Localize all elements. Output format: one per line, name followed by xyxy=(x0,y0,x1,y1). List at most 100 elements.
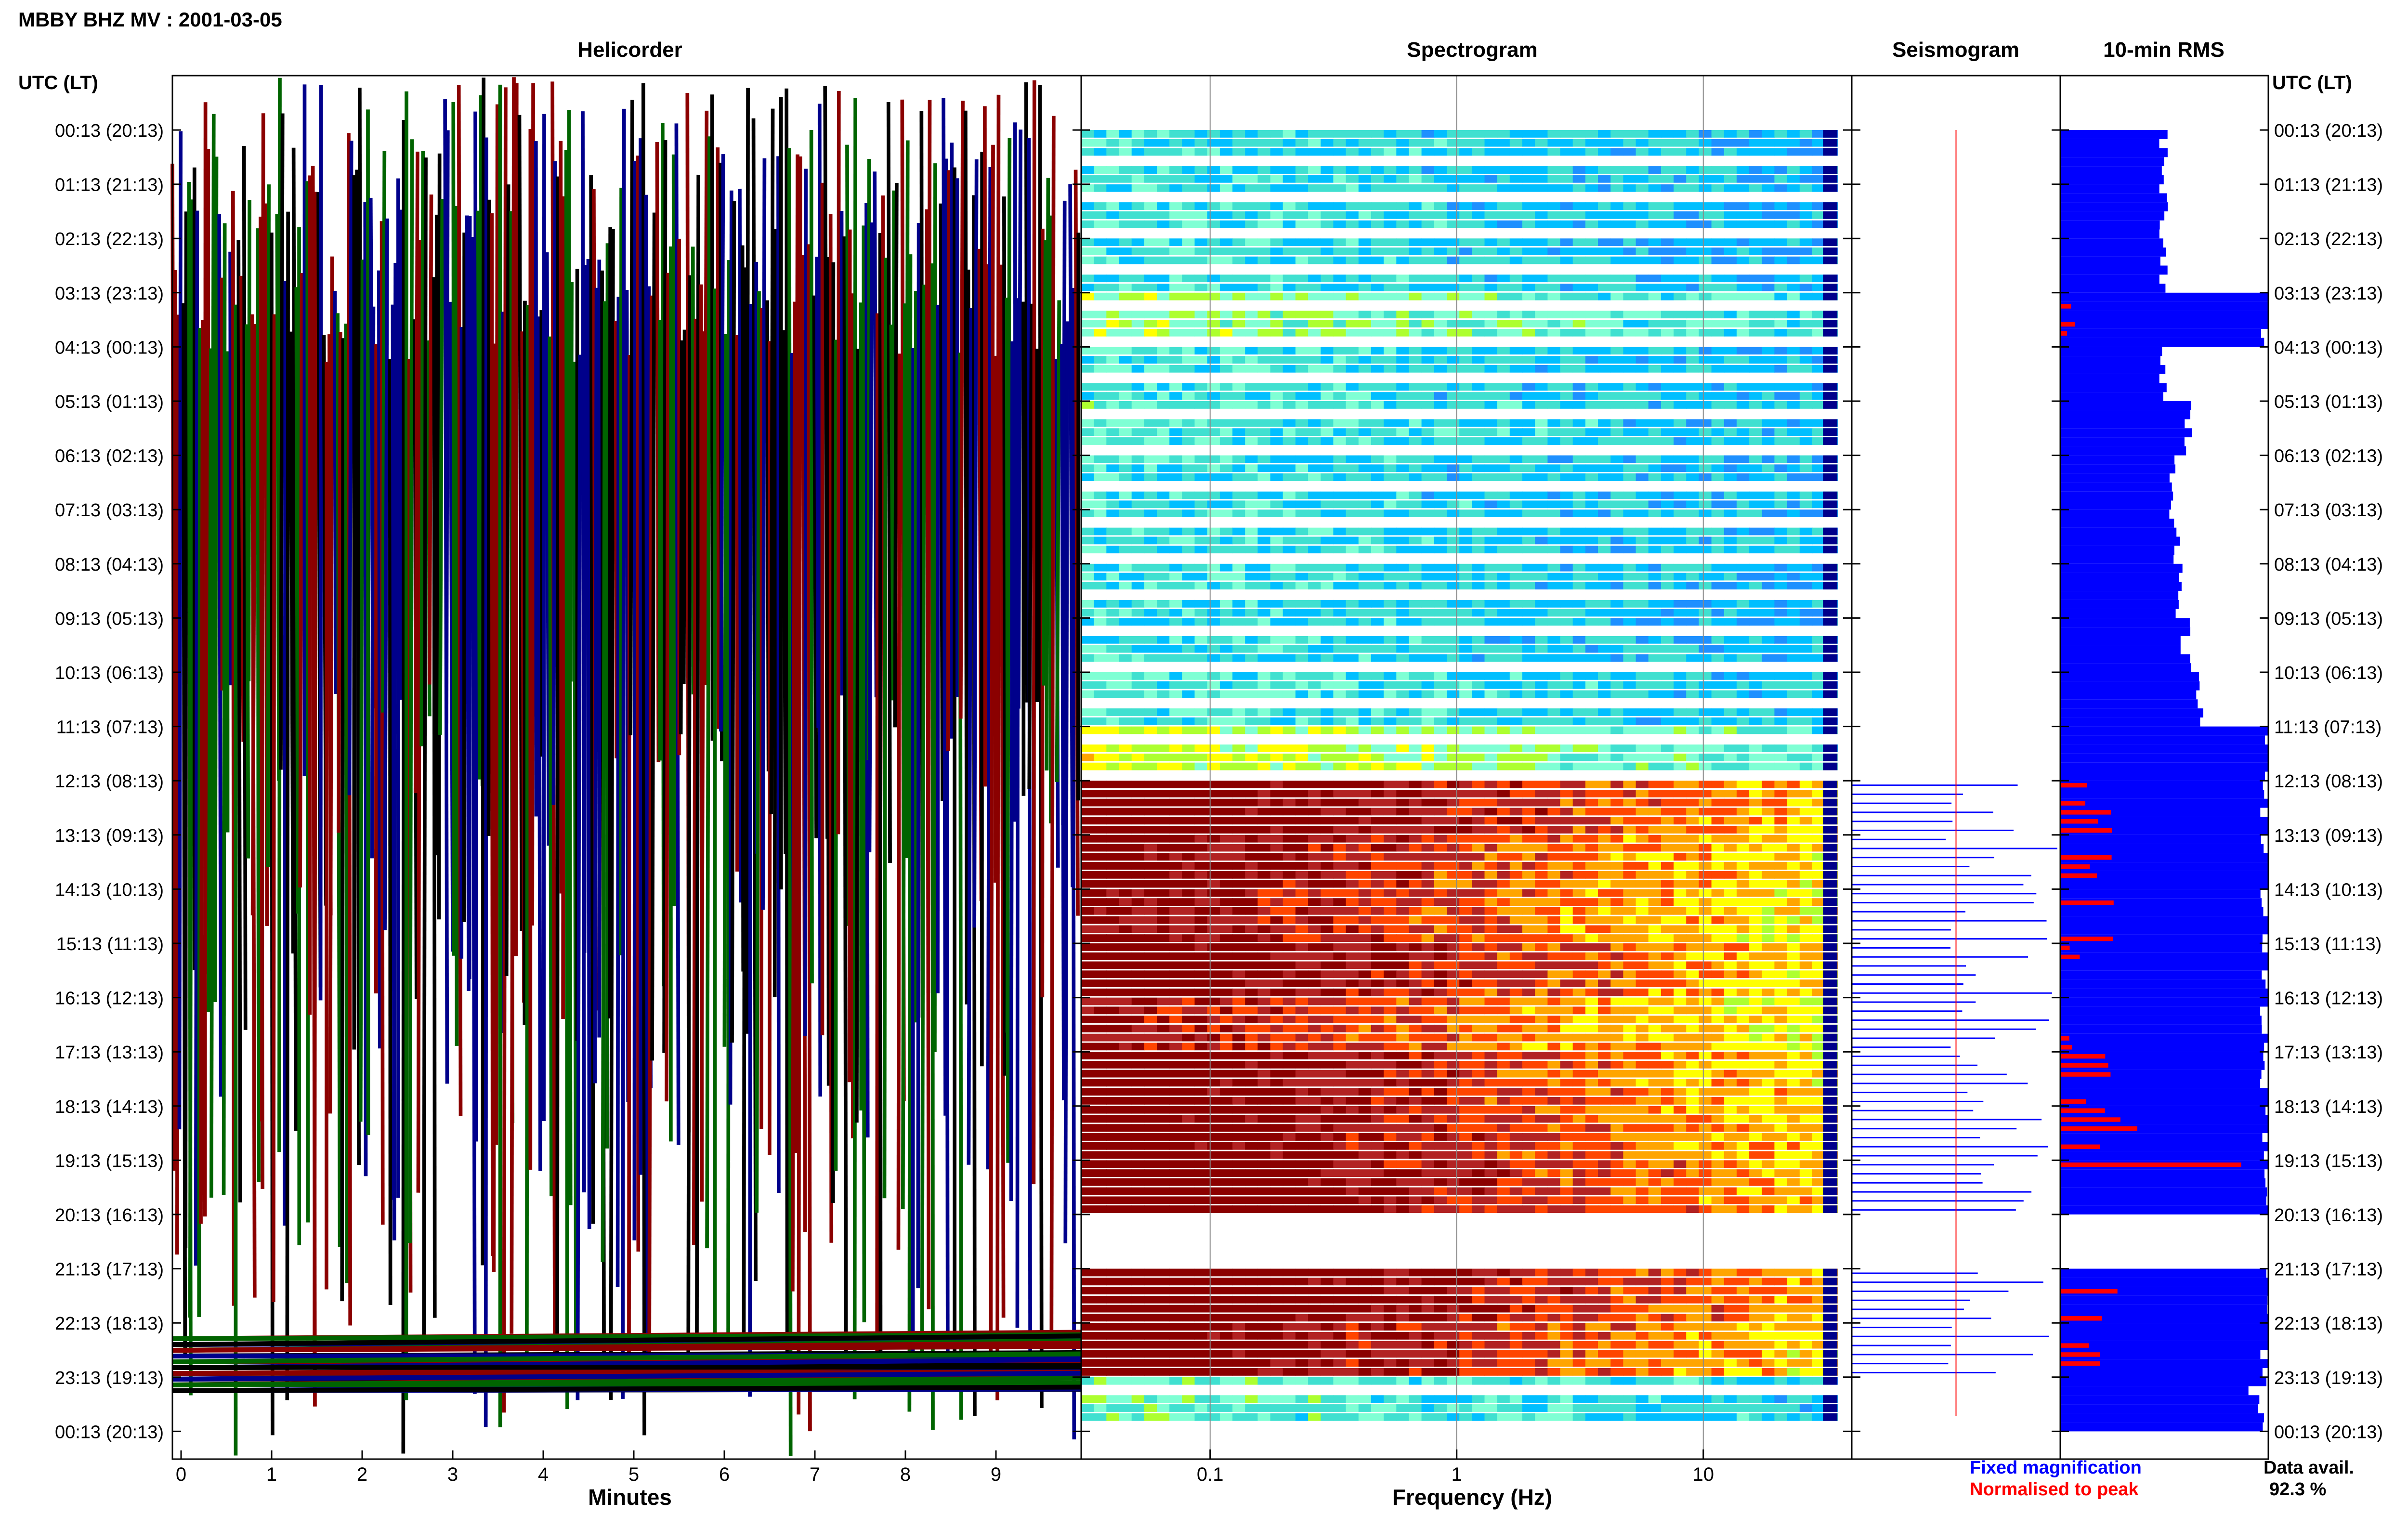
spectrogram-cell xyxy=(1522,898,1535,906)
spectrogram-cell xyxy=(1182,962,1195,969)
spectrogram-cell xyxy=(1346,238,1359,246)
spectrogram-cell xyxy=(1409,392,1422,400)
spectrogram-cell xyxy=(1472,654,1485,662)
spectrogram-cell xyxy=(1321,672,1334,680)
spectrogram-cell xyxy=(1094,573,1107,581)
spectrogram-cell xyxy=(1195,248,1208,255)
spectrogram-cell xyxy=(1459,464,1472,472)
spectrogram-cell xyxy=(1485,645,1498,653)
spectrogram-cell xyxy=(1800,175,1813,183)
spectrogram-cell xyxy=(1245,238,1258,246)
spectrogram-cell xyxy=(1308,456,1321,463)
spectrogram-cell xyxy=(1220,248,1233,255)
spectrogram-cell xyxy=(1396,826,1409,834)
helicorder-trace xyxy=(789,148,791,1456)
spectrogram-cell xyxy=(1573,943,1586,951)
spectrogram-cell xyxy=(1522,636,1535,644)
spectrogram-cell xyxy=(1094,871,1107,879)
spectrogram-cell xyxy=(1371,211,1384,219)
spectrogram-cell xyxy=(1232,166,1245,174)
spectrogram-cell xyxy=(1649,293,1662,300)
spectrogram-cell xyxy=(1623,284,1636,291)
spectrogram-cell xyxy=(1119,456,1132,463)
spectrogram-cell xyxy=(1384,284,1397,291)
spectrogram-cell xyxy=(1472,754,1485,761)
spectrogram-cell xyxy=(1296,934,1309,942)
spectrogram-cell xyxy=(1296,284,1309,291)
spectrogram-cell xyxy=(1661,636,1674,644)
spectrogram-cell xyxy=(1610,898,1623,906)
spectrogram-cell xyxy=(1560,546,1573,553)
spectrogram-cell xyxy=(1132,329,1145,337)
spectrogram-cell xyxy=(1535,456,1548,463)
spectrogram-cell xyxy=(1510,862,1523,870)
helicorder-trace xyxy=(385,219,387,930)
spectrogram-cell xyxy=(1283,365,1296,373)
spectrogram-cell xyxy=(1119,781,1132,788)
spectrogram-cell xyxy=(1384,672,1397,680)
spectrogram-cell xyxy=(1585,934,1598,942)
spectrogram-cell xyxy=(1321,175,1334,183)
spectrogram-cell xyxy=(1585,546,1598,553)
spectrogram-cell xyxy=(1257,401,1270,409)
spectrogram-cell xyxy=(1573,130,1586,138)
spectrogram-cell xyxy=(1270,500,1283,508)
spectrogram-cell xyxy=(1182,727,1195,734)
spectrogram-cell xyxy=(1472,528,1485,535)
spectrogram-cell xyxy=(1094,808,1107,816)
spectrogram-cell xyxy=(1157,934,1170,942)
spectrogram-cell xyxy=(1649,509,1662,517)
spectrogram-cell xyxy=(1384,654,1397,662)
spectrogram-cell xyxy=(1182,907,1195,915)
spectrogram-cell xyxy=(1169,437,1182,445)
spectrogram-cell xyxy=(1094,953,1107,960)
spectrogram-cell xyxy=(1283,456,1296,463)
spectrogram-cell xyxy=(1636,437,1649,445)
spectrogram-cell xyxy=(1106,284,1119,291)
spectrogram-cell xyxy=(1283,645,1296,653)
spectrogram-cell xyxy=(1459,564,1472,572)
spectrogram-cell xyxy=(1346,744,1359,752)
spectrogram-cell xyxy=(1195,274,1208,282)
spectrogram-cell xyxy=(1333,537,1346,545)
spectrogram-cell xyxy=(1132,383,1145,391)
spectrogram-cell xyxy=(1119,473,1132,481)
spectrogram-cell xyxy=(1384,311,1397,318)
spectrogram-cell xyxy=(1207,636,1220,644)
spectrogram-cell xyxy=(1384,202,1397,210)
spectrogram-cell xyxy=(1787,564,1800,572)
spectrogram-cell xyxy=(1774,916,1787,924)
spectrogram-cell xyxy=(1245,970,1258,978)
spectrogram-cell xyxy=(1823,383,1837,391)
spectrogram-cell xyxy=(1674,708,1687,716)
spectrogram-cell xyxy=(1333,636,1346,644)
spectrogram-cell xyxy=(1157,211,1170,219)
spectrogram-cell xyxy=(1823,329,1837,337)
spectrogram-cell xyxy=(1422,365,1435,373)
spectrogram-cell xyxy=(1195,934,1208,942)
spectrogram-cell xyxy=(1535,184,1548,192)
spectrogram-cell xyxy=(1535,781,1548,788)
helicorder-trace xyxy=(895,183,897,727)
spectrogram-cell xyxy=(1132,609,1145,617)
spectrogram-cell xyxy=(1661,926,1674,933)
spectrogram-cell xyxy=(1459,139,1472,147)
spectrogram-cell xyxy=(1560,365,1573,373)
spectrogram-cell xyxy=(1497,500,1510,508)
spectrogram-cell xyxy=(1371,293,1384,300)
spectrogram-cell xyxy=(1169,636,1182,644)
spectrogram-cell xyxy=(1585,564,1598,572)
spectrogram-cell xyxy=(1232,383,1245,391)
spectrogram-cell xyxy=(1787,284,1800,291)
helicorder-trace xyxy=(705,111,707,685)
spectrogram-cell xyxy=(1169,826,1182,834)
spectrogram-cell xyxy=(1573,347,1586,354)
spectrogram-cell xyxy=(1434,175,1447,183)
spectrogram-cell xyxy=(1270,130,1283,138)
spectrogram-cell xyxy=(1346,718,1359,725)
spectrogram-cell xyxy=(1762,148,1775,156)
spectrogram-cell xyxy=(1359,202,1372,210)
spectrogram-cell xyxy=(1371,202,1384,210)
spectrogram-cell xyxy=(1257,970,1270,978)
spectrogram-cell xyxy=(1610,473,1623,481)
